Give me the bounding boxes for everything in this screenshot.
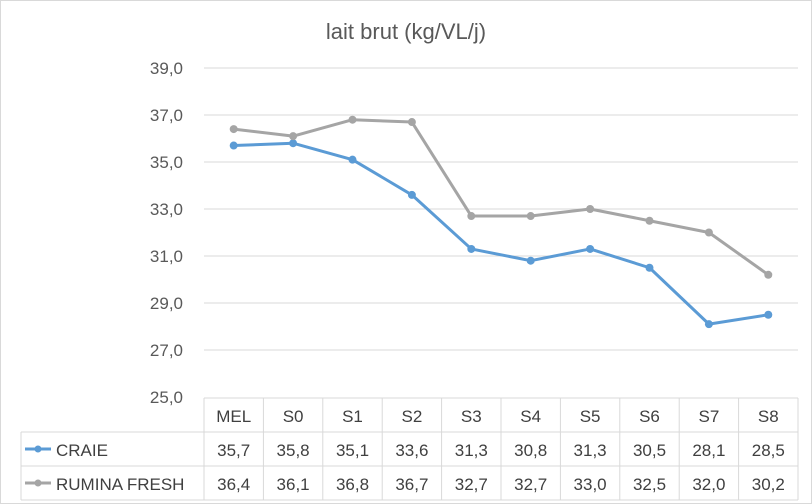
data-point bbox=[229, 125, 238, 134]
series-line bbox=[232, 141, 770, 326]
x-category-label: S4 bbox=[520, 407, 541, 426]
x-category-label: S3 bbox=[461, 407, 482, 426]
data-table-cell: 35,1 bbox=[336, 441, 369, 460]
legend-key-marker bbox=[34, 445, 42, 453]
data-table: MEL S0 S1 S2 S3 S4 S5 S6 S7 S8 CRAIE 35,7 35,8 35,1 33… bbox=[20, 397, 799, 501]
x-category-label: S6 bbox=[639, 407, 660, 426]
data-point bbox=[526, 212, 535, 221]
data-point bbox=[467, 212, 476, 221]
y-axis-ticks: 25,0 27,0 29,0 31,0 33,0 35,0 37,0 39,0 bbox=[150, 59, 183, 407]
legend-label: RUMINA FRESH bbox=[56, 475, 184, 494]
series-line bbox=[232, 118, 770, 277]
data-point bbox=[586, 244, 595, 253]
data-point bbox=[289, 139, 298, 148]
data-table-cell: 30,8 bbox=[514, 441, 547, 460]
data-point bbox=[586, 205, 595, 213]
x-category-label: S0 bbox=[283, 407, 304, 426]
y-tick-label: 33,0 bbox=[150, 200, 183, 219]
data-table-cell: 33,6 bbox=[395, 441, 428, 460]
data-point bbox=[289, 132, 298, 141]
y-tick-label: 25,0 bbox=[150, 388, 183, 407]
data-point bbox=[645, 263, 654, 272]
x-category-label: S2 bbox=[402, 407, 423, 426]
data-table-cell: 28,1 bbox=[692, 441, 725, 460]
data-table-cell: 31,3 bbox=[455, 441, 488, 460]
data-table-cell: 36,7 bbox=[395, 475, 428, 494]
data-point bbox=[764, 270, 773, 279]
data-table-cell: 28,5 bbox=[752, 441, 785, 460]
data-table-cell: 30,2 bbox=[752, 475, 785, 494]
x-category-label: S8 bbox=[758, 407, 779, 426]
data-table-cell: 36,1 bbox=[277, 475, 310, 494]
data-point bbox=[704, 320, 713, 329]
y-tick-label: 31,0 bbox=[150, 247, 183, 266]
data-point bbox=[407, 118, 416, 127]
x-category-label: MEL bbox=[216, 407, 251, 426]
x-category-label: S5 bbox=[580, 407, 601, 426]
data-point bbox=[348, 155, 357, 164]
data-point bbox=[407, 190, 416, 199]
y-tick-label: 37,0 bbox=[150, 106, 183, 125]
data-table-cell: 32,7 bbox=[514, 475, 547, 494]
y-tick-label: 35,0 bbox=[150, 153, 183, 172]
legend-key-marker bbox=[34, 479, 42, 487]
data-table-cell: 35,8 bbox=[277, 441, 310, 460]
data-table-cell: 36,8 bbox=[336, 475, 369, 494]
data-table-cell: 36,4 bbox=[217, 475, 250, 494]
data-table-cell: 32,7 bbox=[455, 475, 488, 494]
data-point bbox=[704, 228, 713, 237]
data-point bbox=[348, 115, 357, 124]
y-tick-label: 27,0 bbox=[150, 341, 183, 360]
legend-label: CRAIE bbox=[56, 441, 108, 460]
data-point bbox=[526, 256, 535, 265]
data-table-cell: 32,5 bbox=[633, 475, 666, 494]
data-table-cell: 33,0 bbox=[574, 475, 607, 494]
gridlines bbox=[204, 67, 798, 351]
chart-title: lait brut (kg/VL/j) bbox=[326, 19, 486, 44]
data-point bbox=[764, 310, 773, 319]
data-point bbox=[645, 216, 654, 225]
x-category-label: S7 bbox=[699, 407, 720, 426]
data-table-cell: 32,0 bbox=[692, 475, 725, 494]
y-tick-label: 29,0 bbox=[150, 294, 183, 313]
series-lines bbox=[229, 115, 773, 329]
data-table-cell: 35,7 bbox=[217, 441, 250, 460]
data-point bbox=[467, 244, 476, 253]
data-point bbox=[229, 141, 238, 150]
data-table-cell: 31,3 bbox=[574, 441, 607, 460]
data-table-cell: 30,5 bbox=[633, 441, 666, 460]
y-tick-label: 39,0 bbox=[150, 59, 183, 78]
x-category-label: S1 bbox=[342, 407, 363, 426]
